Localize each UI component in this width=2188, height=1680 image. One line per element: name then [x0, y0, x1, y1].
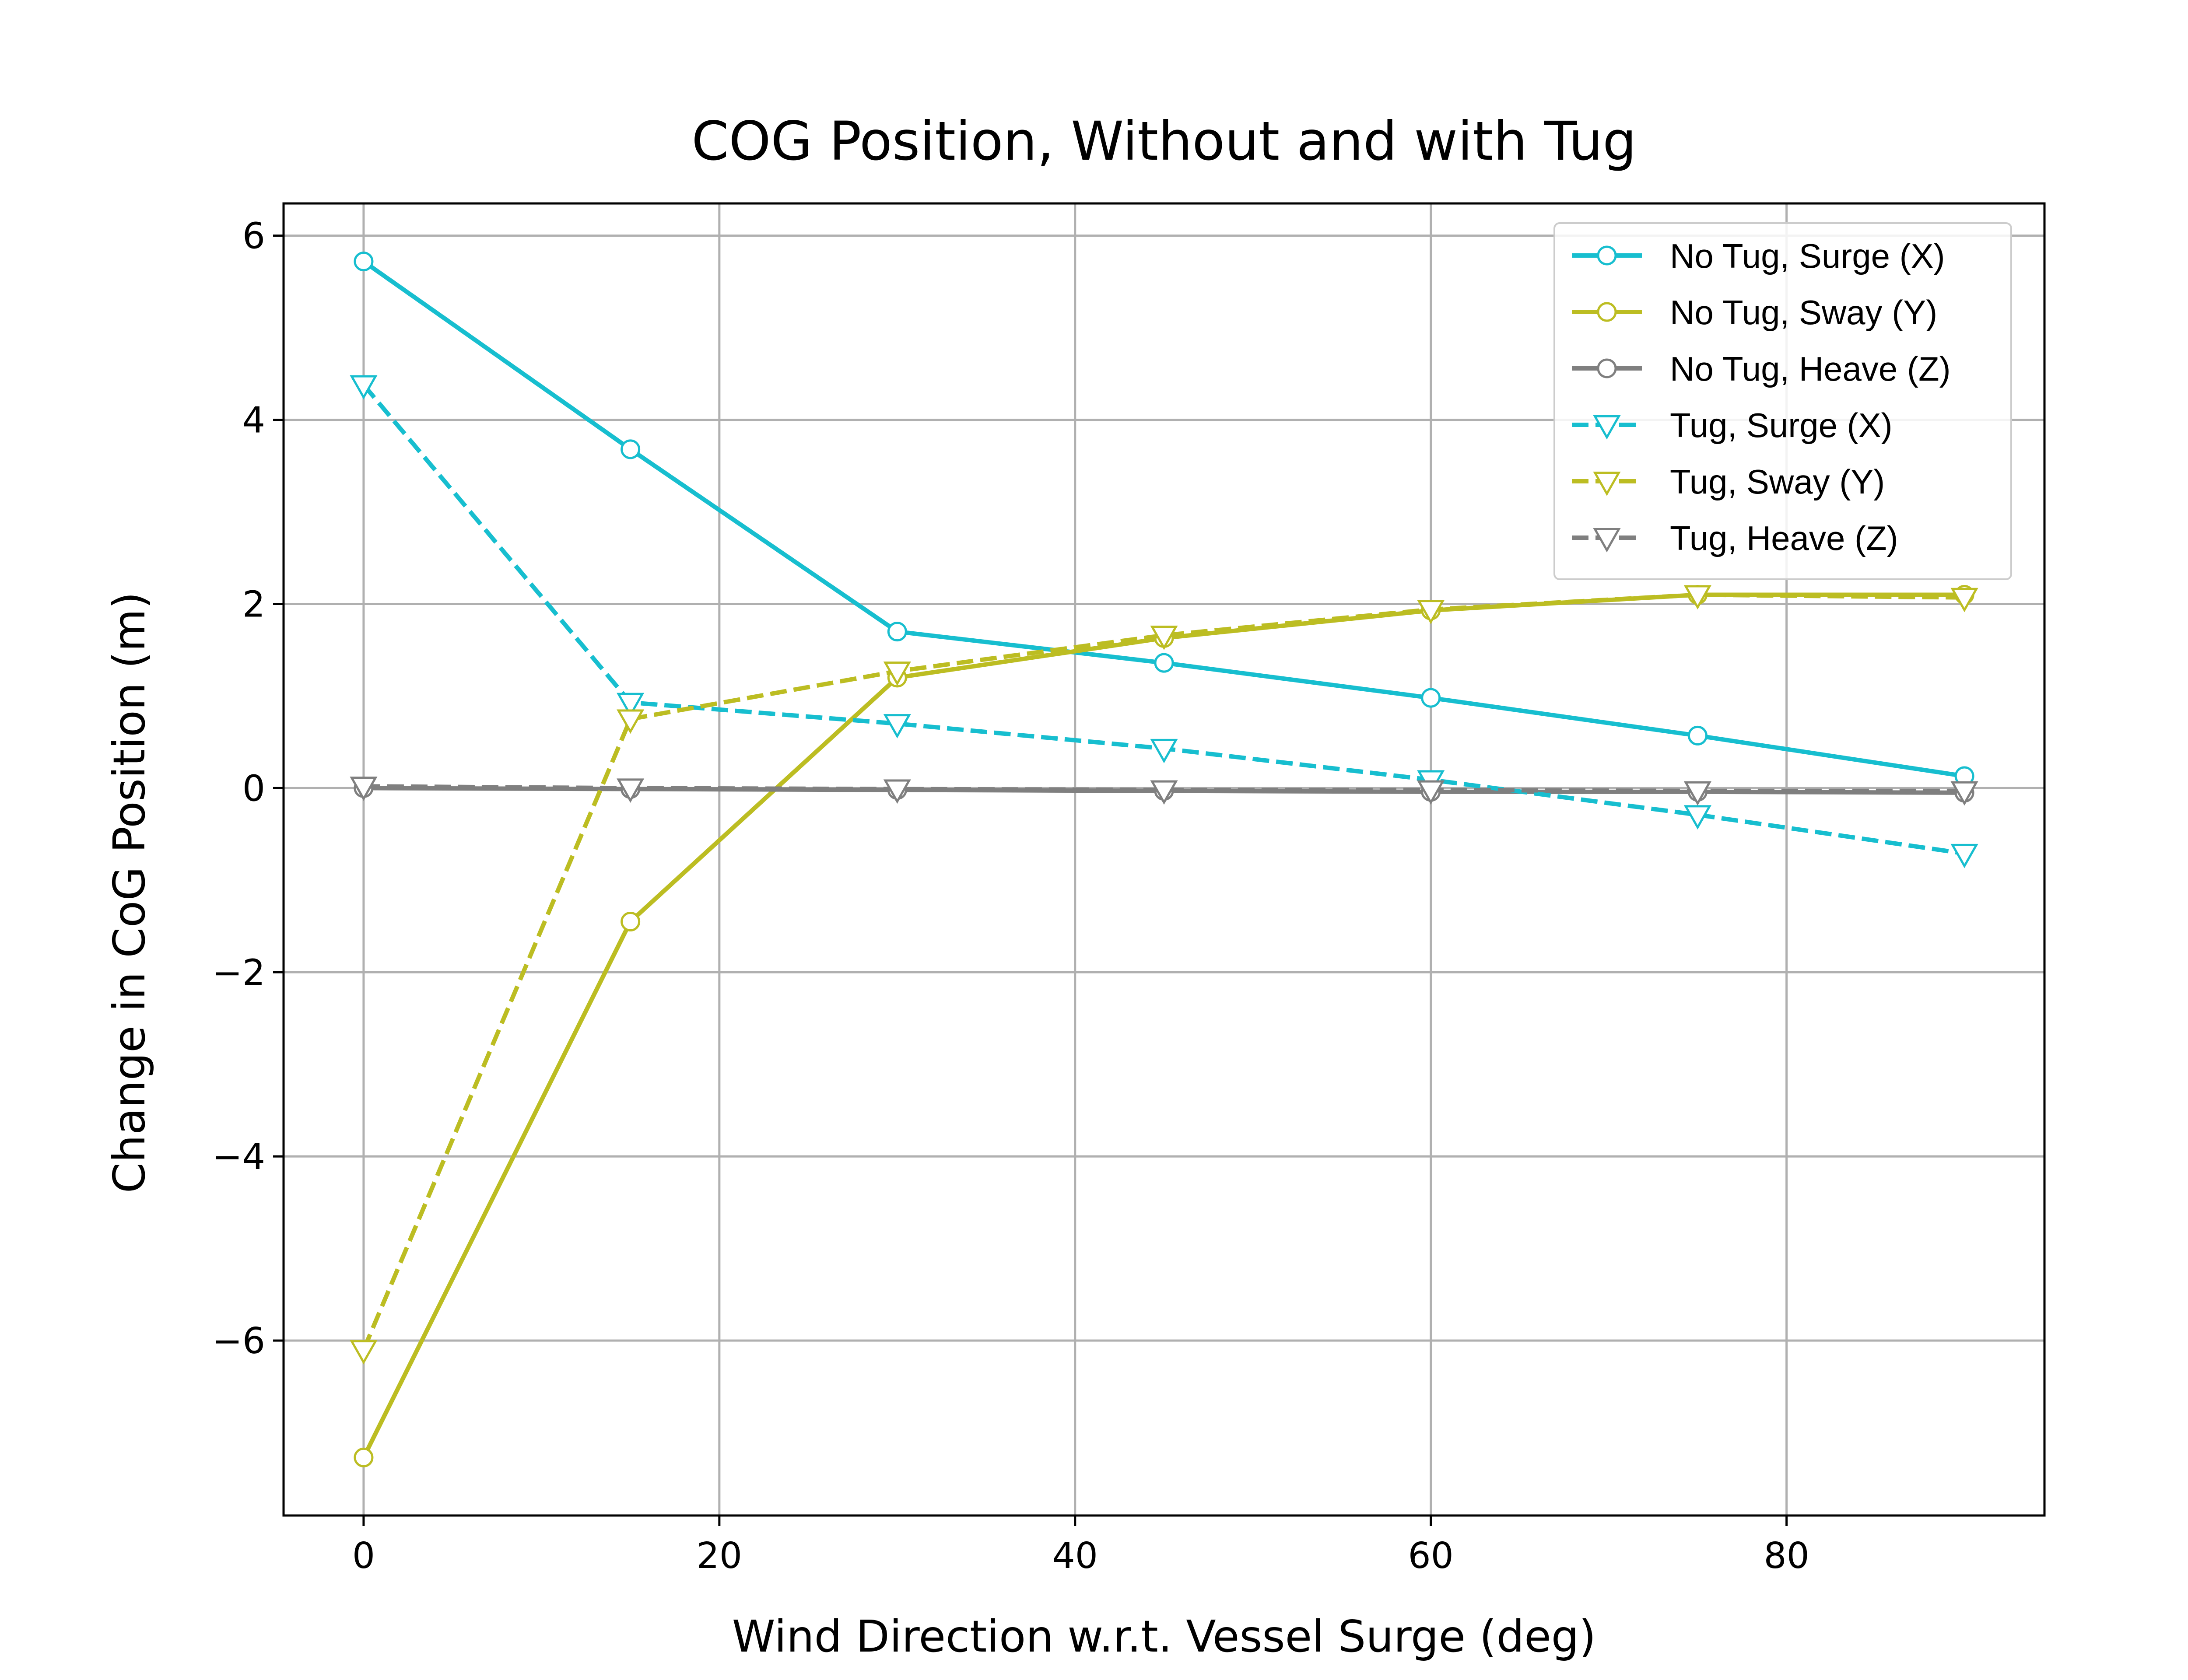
- x-tick-label: 80: [1764, 1535, 1809, 1577]
- series-no-tug-surge-x: [354, 252, 1974, 786]
- data-point-tug-sway-y: [1950, 588, 1978, 612]
- legend-entry-tug-sway-y: Tug, Sway (Y): [1572, 462, 1885, 501]
- legend-marker: [1597, 358, 1617, 378]
- legend-label: No Tug, Surge (X): [1670, 237, 1945, 275]
- chart-title: COG Position, Without and with Tug: [691, 110, 1636, 172]
- x-tick-label: 0: [352, 1535, 375, 1577]
- data-point-tug-surge-x: [617, 693, 645, 718]
- y-tick-label: 0: [242, 768, 265, 809]
- data-point-no-tug-surge-x: [1421, 688, 1441, 708]
- data-point-tug-sway-y: [883, 662, 911, 686]
- legend-entry-no-tug-surge-x: No Tug, Surge (X): [1572, 237, 1945, 275]
- data-point-tug-heave-z: [617, 778, 645, 803]
- data-point-tug-sway-y: [1683, 585, 1711, 610]
- data-point-tug-sway-y: [350, 1340, 378, 1365]
- data-point-tug-surge-x: [883, 714, 911, 738]
- legend-label: No Tug, Heave (Z): [1670, 350, 1951, 388]
- data-point-tug-heave-z: [883, 779, 911, 804]
- legend-entry-no-tug-heave-z: No Tug, Heave (Z): [1572, 350, 1951, 388]
- legend-label: Tug, Sway (Y): [1670, 462, 1885, 501]
- data-point-no-tug-surge-x: [1154, 653, 1174, 673]
- y-tick-label: 2: [242, 584, 265, 625]
- legend-entry-tug-surge-x: Tug, Surge (X): [1572, 406, 1893, 444]
- legend-label: Tug, Heave (Z): [1670, 519, 1898, 557]
- legend-marker: [1593, 415, 1621, 440]
- legend-box: [1553, 222, 2012, 580]
- legend-marker: [1597, 302, 1617, 322]
- legend-entry-tug-heave-z: Tug, Heave (Z): [1572, 519, 1898, 557]
- ticks: 0 20 40 60 80 −6 −4 −2 0 2 4 6: [212, 216, 1809, 1577]
- y-tick-label: 4: [242, 400, 265, 441]
- data-point-no-tug-surge-x: [1687, 725, 1708, 746]
- data-point-tug-surge-x: [1683, 805, 1711, 830]
- legend-marker: [1593, 528, 1621, 553]
- x-tick-label: 20: [697, 1535, 742, 1577]
- series-tug-sway-y: [350, 585, 1978, 1365]
- y-tick-label: −6: [212, 1320, 265, 1362]
- y-tick-label: 6: [242, 216, 265, 257]
- series-layer: [350, 252, 1978, 1467]
- x-tick-label: 40: [1052, 1535, 1098, 1577]
- data-point-no-tug-surge-x: [887, 622, 907, 642]
- x-axis-label: Wind Direction w.r.t. Vessel Surge (deg): [732, 1611, 1596, 1662]
- data-point-tug-heave-z: [1950, 781, 1978, 806]
- x-tick-label: 60: [1408, 1535, 1454, 1577]
- data-point-tug-sway-y: [1150, 626, 1178, 650]
- legend-label: No Tug, Sway (Y): [1670, 293, 1937, 332]
- data-point-tug-surge-x: [1950, 844, 1978, 868]
- data-point-no-tug-surge-x: [621, 439, 641, 459]
- data-point-no-tug-surge-x: [354, 252, 374, 272]
- plot-frame: [282, 202, 2046, 1517]
- data-point-tug-heave-z: [1417, 780, 1445, 805]
- legend-marker: [1597, 245, 1617, 266]
- legend-label: Tug, Surge (X): [1670, 406, 1893, 444]
- data-point-tug-heave-z: [1683, 781, 1711, 806]
- y-tick-label: −2: [212, 952, 265, 994]
- data-point-no-tug-sway-y: [354, 1447, 374, 1467]
- y-axis-label: Change in CoG Position (m): [104, 592, 155, 1193]
- data-point-no-tug-sway-y: [621, 912, 641, 932]
- y-tick-label: −4: [212, 1136, 265, 1178]
- legend-entry-no-tug-sway-y: No Tug, Sway (Y): [1572, 293, 1937, 332]
- legend: No Tug, Surge (X) No Tug, Sway (Y) No Tug,…: [1553, 222, 2012, 580]
- data-point-tug-surge-x: [1150, 738, 1178, 763]
- data-point-tug-heave-z: [350, 777, 378, 801]
- series-tug-heave-z: [350, 777, 1978, 806]
- legend-marker: [1593, 472, 1621, 496]
- data-point-tug-sway-y: [1417, 600, 1445, 624]
- data-point-tug-surge-x: [350, 375, 378, 400]
- data-point-tug-heave-z: [1150, 780, 1178, 805]
- data-point-tug-sway-y: [617, 709, 645, 734]
